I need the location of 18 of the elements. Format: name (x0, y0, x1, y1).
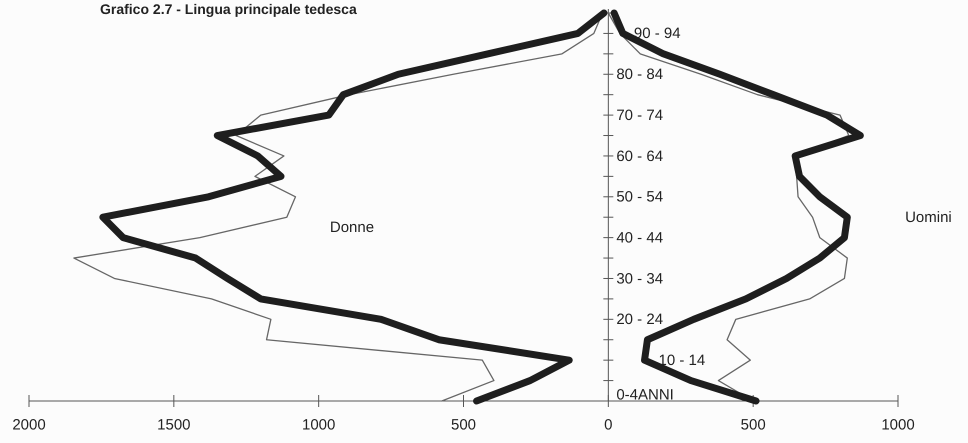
x-tick-label: 1000 (881, 416, 915, 434)
x-tick-label: 0 (604, 416, 613, 434)
y-tick-label: 20 - 24 (616, 311, 664, 328)
y-tick-label: 80 - 84 (616, 66, 664, 84)
y-tick-label: 50 - 54 (616, 188, 664, 206)
x-tick-label: 1500 (157, 416, 191, 434)
x-tick-label: 500 (450, 416, 476, 434)
x-tick-label: 1000 (302, 416, 336, 434)
y-tick-label: 0-4ANNI (616, 386, 674, 404)
x-tick-label: 2000 (12, 416, 46, 434)
y-tick-label: 70 - 74 (616, 106, 664, 124)
text: Uomini (905, 209, 952, 226)
y-tick-label: 30 - 34 (616, 270, 664, 288)
annotation: Donne (330, 219, 374, 236)
y-tick-label: 60 - 64 (616, 148, 664, 165)
x-tick-label: 500 (740, 416, 766, 434)
y-tick-label: 40 - 44 (616, 229, 664, 246)
chart-title: Grafico 2.7 - Lingua principale tedesca (100, 1, 357, 17)
